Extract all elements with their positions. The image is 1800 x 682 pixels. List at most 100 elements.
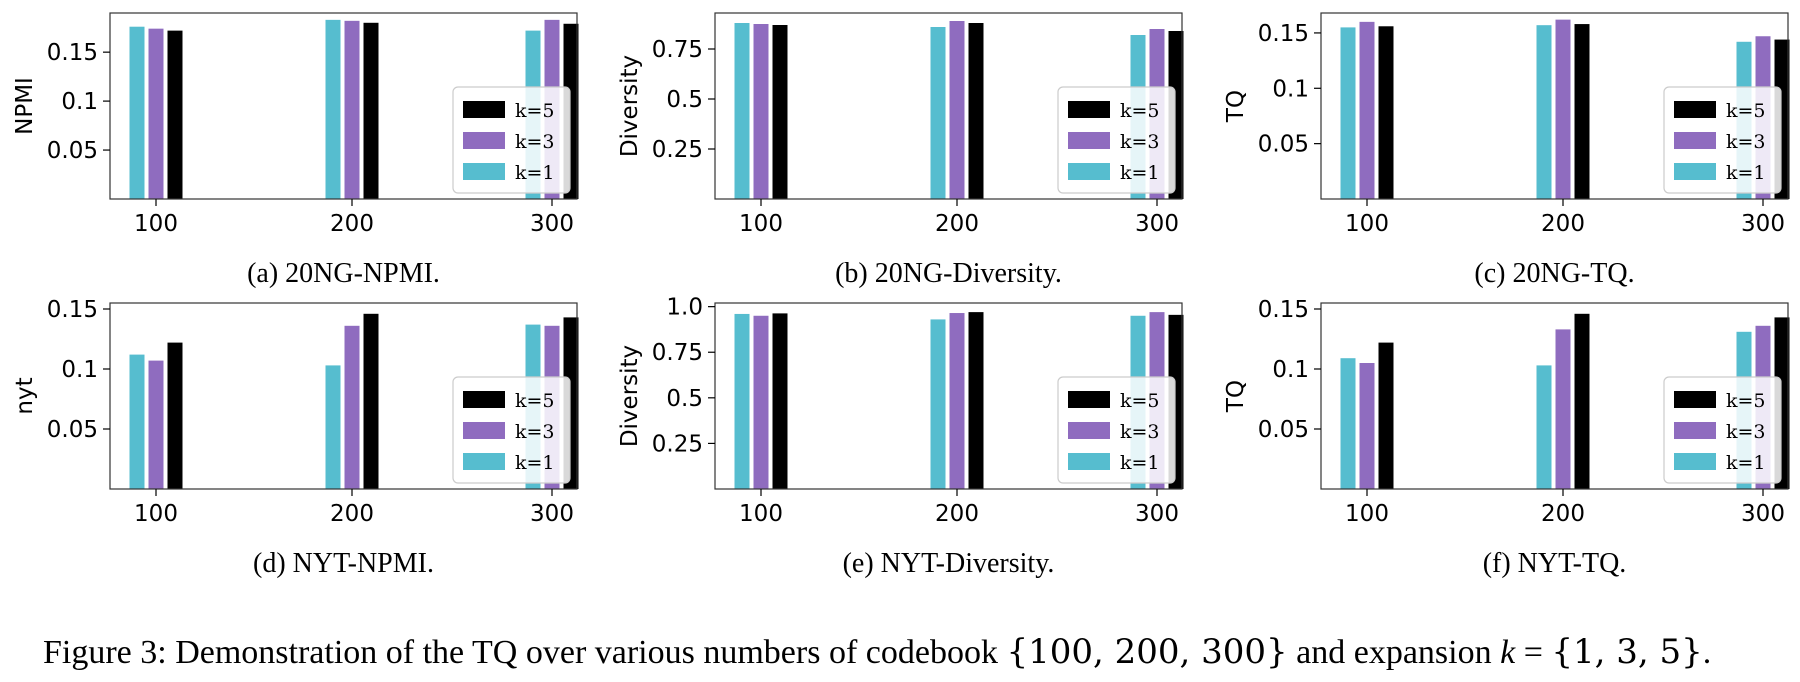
bar-k5-200 xyxy=(363,313,379,489)
bar-k1-200 xyxy=(930,27,946,199)
bar-k1-200 xyxy=(1536,365,1552,489)
bar-k5-100 xyxy=(167,342,183,489)
y-tick-label: 0.1 xyxy=(1272,76,1309,102)
bar-k3-200 xyxy=(949,313,965,489)
caption-k-set: {1, 3, 5} xyxy=(1551,632,1702,672)
legend-label: k=1 xyxy=(515,452,555,474)
legend-label: k=3 xyxy=(1726,131,1766,153)
y-axis-label: TQ xyxy=(1223,380,1249,413)
legend-label: k=5 xyxy=(1726,390,1766,412)
legend-swatch xyxy=(1674,422,1716,439)
subfigure-caption: (e) NYT-Diversity. xyxy=(843,548,1055,579)
y-tick-label: 0.05 xyxy=(1258,417,1309,443)
y-tick-label: 0.1 xyxy=(1272,357,1309,383)
bar-k5-200 xyxy=(363,22,379,199)
x-tick-label: 200 xyxy=(935,501,979,527)
y-tick-label: 0.75 xyxy=(652,340,703,366)
legend-label: k=1 xyxy=(1726,162,1766,184)
x-tick-label: 300 xyxy=(1135,211,1179,237)
legend-label: k=5 xyxy=(1120,100,1160,122)
legend-swatch xyxy=(463,453,505,470)
legend-swatch xyxy=(1068,101,1110,118)
legend: k=5 k=3 k=1 xyxy=(452,86,571,194)
axes-frame xyxy=(1320,12,1789,200)
bar-k5-200 xyxy=(968,23,984,199)
bar-k3-200 xyxy=(1555,329,1571,489)
bar-k3-100 xyxy=(753,315,769,489)
bar-k1-100 xyxy=(129,354,145,489)
legend-swatch xyxy=(1068,391,1110,408)
legend-swatch xyxy=(1674,101,1716,118)
axes-frame xyxy=(714,302,1183,490)
legend-swatch xyxy=(463,422,505,439)
axes-frame xyxy=(109,12,578,200)
bar-k3-200 xyxy=(1555,19,1571,200)
x-tick-label: 300 xyxy=(1741,501,1785,527)
bar-k3-100 xyxy=(148,360,164,489)
caption-codebook-set: {100, 200, 300} xyxy=(1006,632,1287,672)
x-tick-label: 300 xyxy=(530,211,574,237)
legend-label: k=1 xyxy=(515,162,555,184)
subfigure-caption: (b) 20NG-Diversity. xyxy=(835,258,1062,289)
legend-label: k=5 xyxy=(1120,390,1160,412)
x-tick-label: 300 xyxy=(1741,211,1785,237)
bar-k1-100 xyxy=(734,23,750,199)
bar-k3-100 xyxy=(1359,21,1375,199)
y-tick-label: 1.0 xyxy=(666,295,703,321)
y-axis-label: NPMI xyxy=(12,77,38,135)
legend-label: k=5 xyxy=(1726,100,1766,122)
axes-frame xyxy=(109,302,578,490)
bar-k3-200 xyxy=(344,325,360,489)
bar-k1-200 xyxy=(325,365,341,489)
legend-swatch xyxy=(1068,163,1110,180)
legend-swatch xyxy=(1674,163,1716,180)
chart-panel: 0.05 0.1 0.15 100 200 300 TQ k=5 k=3 k=1 (c) 20NG-… xyxy=(1223,12,1790,289)
x-tick-label: 100 xyxy=(739,211,783,237)
x-tick-label: 100 xyxy=(134,211,178,237)
subfigure-caption: (c) 20NG-TQ. xyxy=(1474,258,1634,289)
axes-frame xyxy=(1320,302,1789,490)
legend-swatch xyxy=(1674,132,1716,149)
chart-panel: 0.05 0.1 0.15 100 200 300 TQ k=5 k=3 k=1 (f) NYT-T… xyxy=(1223,297,1790,579)
legend-label: k=3 xyxy=(1726,421,1766,443)
legend: k=5 k=3 k=1 xyxy=(1057,86,1176,194)
legend-swatch xyxy=(463,101,505,118)
bar-k1-100 xyxy=(1340,27,1356,200)
legend-swatch xyxy=(463,163,505,180)
x-tick-label: 200 xyxy=(330,501,374,527)
legend-label: k=3 xyxy=(515,131,555,153)
bar-k1-200 xyxy=(930,319,946,489)
y-axis-label: Diversity xyxy=(617,55,643,157)
y-tick-label: 0.15 xyxy=(1258,21,1309,47)
legend-label: k=1 xyxy=(1120,162,1160,184)
x-tick-label: 300 xyxy=(530,501,574,527)
caption-equals: = xyxy=(1515,634,1551,671)
x-tick-label: 300 xyxy=(1135,501,1179,527)
y-tick-label: 0.15 xyxy=(1258,297,1309,323)
bar-k3-100 xyxy=(1359,363,1375,489)
bar-k3-100 xyxy=(753,24,769,199)
y-axis-label: Diversity xyxy=(617,345,643,447)
y-tick-label: 0.5 xyxy=(666,87,703,113)
figure-caption: Figure 3: Demonstration of the TQ over v… xyxy=(43,632,1711,672)
legend-label: k=5 xyxy=(515,100,555,122)
legend-label: k=1 xyxy=(1726,452,1766,474)
y-tick-label: 0.75 xyxy=(652,37,703,63)
y-tick-label: 0.5 xyxy=(666,386,703,412)
caption-prefix: Figure 3: Demonstration of the TQ over v… xyxy=(43,634,1006,671)
bar-k1-200 xyxy=(325,19,341,199)
x-tick-label: 200 xyxy=(935,211,979,237)
caption-k-symbol: k xyxy=(1500,634,1516,671)
caption-end: . xyxy=(1703,634,1712,671)
legend-swatch xyxy=(1674,391,1716,408)
bar-k5-100 xyxy=(167,30,183,200)
y-axis-label: TQ xyxy=(1223,90,1249,123)
legend-swatch xyxy=(1068,132,1110,149)
x-tick-label: 200 xyxy=(330,211,374,237)
bar-k1-200 xyxy=(1536,25,1552,199)
legend: k=5 k=3 k=1 xyxy=(452,376,571,484)
legend-swatch xyxy=(463,391,505,408)
legend: k=5 k=3 k=1 xyxy=(1057,376,1176,484)
x-tick-label: 200 xyxy=(1541,501,1585,527)
chart-grid: 0.05 0.1 0.15 100 200 300 NPMI k=5 k=3 k=1 (a) 20N… xyxy=(12,12,1790,579)
